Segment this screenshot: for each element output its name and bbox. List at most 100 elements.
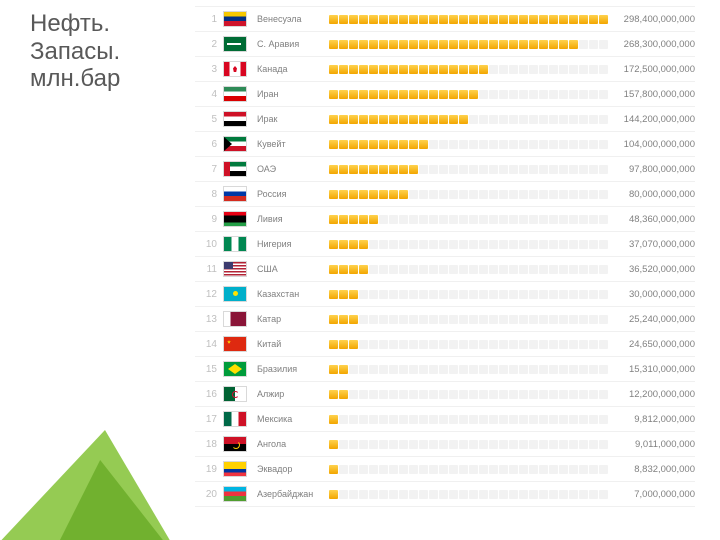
bar — [329, 13, 609, 26]
table-row: 6 Кувейт 104,000,000,000 — [195, 131, 695, 156]
country-label: Ливия — [257, 214, 329, 224]
table-row: 1Венесуэла298,400,000,000 — [195, 6, 695, 31]
slide-title: Нефть. Запасы. млн.бар — [30, 10, 180, 93]
country-label: Ирак — [257, 114, 329, 124]
country-label: Китай — [257, 339, 329, 349]
table-row: 16Алжир12,200,000,000 — [195, 381, 695, 406]
bar — [329, 88, 609, 101]
title-line: млн.бар — [30, 65, 180, 93]
flag-icon — [223, 411, 247, 427]
bar — [329, 138, 609, 151]
table-row: 18Ангола9,011,000,000 — [195, 431, 695, 456]
value: 12,200,000,000 — [609, 389, 695, 400]
rank: 4 — [195, 89, 223, 100]
table-row: 8Россия80,000,000,000 — [195, 181, 695, 206]
title-line: Нефть. — [30, 10, 180, 38]
flag-icon — [223, 286, 247, 302]
value: 24,650,000,000 — [609, 339, 695, 350]
bar — [329, 363, 609, 376]
flag-icon — [223, 311, 247, 327]
country-label: Казахстан — [257, 289, 329, 299]
rank: 12 — [195, 289, 223, 300]
country-label: Нигерия — [257, 239, 329, 249]
table-row: 12 Казахстан 30,000,000,000 — [195, 281, 695, 306]
value: 30,000,000,000 — [609, 289, 695, 300]
country-label: Иран — [257, 89, 329, 99]
flag-icon — [223, 261, 247, 277]
country-label: Мексика — [257, 414, 329, 424]
table-row: 15Бразилия15,310,000,000 — [195, 356, 695, 381]
bar — [329, 213, 609, 226]
value: 268,300,000,000 — [609, 39, 695, 50]
table-row: 5Ирак144,200,000,000 — [195, 106, 695, 131]
country-label: Бразилия — [257, 364, 329, 374]
country-label: Ангола — [257, 439, 329, 449]
country-label: ОАЭ — [257, 164, 329, 174]
table-row: 20Азербайджан7,000,000,000 — [195, 481, 695, 507]
rank: 5 — [195, 114, 223, 125]
flag-icon — [223, 361, 247, 377]
value: 37,070,000,000 — [609, 239, 695, 250]
country-label: Канада — [257, 64, 329, 74]
flag-icon — [223, 161, 247, 177]
flag-icon — [223, 186, 247, 202]
value: 25,240,000,000 — [609, 314, 695, 325]
value: 36,520,000,000 — [609, 264, 695, 275]
flag-icon — [223, 11, 247, 27]
flag-icon — [223, 211, 247, 227]
table-row: 19Эквадор8,832,000,000 — [195, 456, 695, 481]
table-row: 13 Катар 25,240,000,000 — [195, 306, 695, 331]
bar — [329, 463, 609, 476]
flag-icon — [223, 86, 247, 102]
value: 7,000,000,000 — [609, 489, 695, 500]
bar — [329, 163, 609, 176]
rank: 10 — [195, 239, 223, 250]
rank: 8 — [195, 189, 223, 200]
value: 157,800,000,000 — [609, 89, 695, 100]
table-row: 10 Нигерия 37,070,000,000 — [195, 231, 695, 256]
rank: 6 — [195, 139, 223, 150]
flag-icon — [223, 336, 247, 352]
value: 104,000,000,000 — [609, 139, 695, 150]
rank: 3 — [195, 64, 223, 75]
bar — [329, 188, 609, 201]
value: 9,812,000,000 — [609, 414, 695, 425]
bar — [329, 313, 609, 326]
country-label: Венесуэла — [257, 14, 329, 24]
title-line: Запасы. — [30, 38, 180, 66]
flag-icon — [223, 236, 247, 252]
flag-icon — [223, 486, 247, 502]
bar — [329, 338, 609, 351]
rank: 2 — [195, 39, 223, 50]
bar — [329, 38, 609, 51]
table-row: 9Ливия48,360,000,000 — [195, 206, 695, 231]
bar — [329, 413, 609, 426]
bar — [329, 113, 609, 126]
country-label: Эквадор — [257, 464, 329, 474]
country-label: Катар — [257, 314, 329, 324]
table-row: 17Мексика9,812,000,000 — [195, 406, 695, 431]
country-label: США — [257, 264, 329, 274]
value: 8,832,000,000 — [609, 464, 695, 475]
decorative-triangles — [0, 340, 220, 540]
rank: 13 — [195, 314, 223, 325]
bar — [329, 263, 609, 276]
country-label: Кувейт — [257, 139, 329, 149]
oil-reserves-table: 1Венесуэла298,400,000,000 2 С. Аравия 268,3… — [195, 6, 695, 507]
table-row: 7 ОАЭ 97,800,000,000 — [195, 156, 695, 181]
value: 9,011,000,000 — [609, 439, 695, 450]
flag-icon — [223, 136, 247, 152]
table-row: 14Китай24,650,000,000 — [195, 331, 695, 356]
rank: 7 — [195, 164, 223, 175]
country-label: С. Аравия — [257, 39, 329, 49]
value: 80,000,000,000 — [609, 189, 695, 200]
rank: 9 — [195, 214, 223, 225]
country-label: Алжир — [257, 389, 329, 399]
rank: 11 — [195, 264, 223, 275]
flag-icon — [223, 111, 247, 127]
bar — [329, 63, 609, 76]
flag-icon — [223, 36, 247, 52]
table-row: 2 С. Аравия 268,300,000,000 — [195, 31, 695, 56]
value: 97,800,000,000 — [609, 164, 695, 175]
bar — [329, 238, 609, 251]
